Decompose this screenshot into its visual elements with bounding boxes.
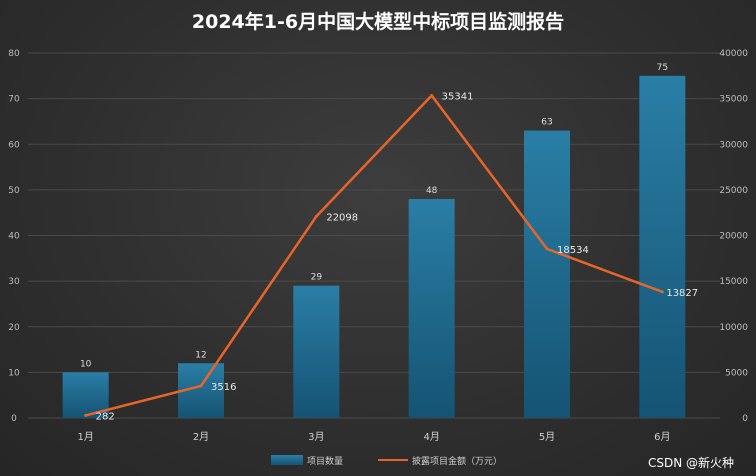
x-tick-label: 5月 (539, 431, 555, 443)
line-value-label: 35341 (442, 92, 474, 103)
right-tick-label: 40000 (719, 49, 748, 59)
line-value-label: 282 (96, 411, 115, 422)
right-tick-label: 25000 (719, 186, 748, 196)
line-point (660, 290, 664, 294)
line-value-label: 3516 (211, 382, 236, 393)
line-path (85, 94, 663, 417)
left-tick-label: 50 (8, 186, 20, 196)
bar-value-label: 63 (541, 118, 552, 128)
left-tick-label: 10 (8, 368, 20, 378)
x-tick-label: 2月 (193, 431, 209, 443)
line-series: 282 3516 22098 35341 18534 13827 (84, 92, 698, 422)
bar (293, 285, 340, 418)
bar (639, 75, 686, 418)
right-tick-label: 5000 (725, 368, 748, 378)
line-point (430, 94, 434, 98)
legend: 项目数量 披露项目金额（万元） (271, 455, 502, 467)
bar-series: 10 12 29 48 63 75 (62, 63, 686, 418)
bar (408, 199, 455, 418)
bar-value-label: 12 (195, 350, 206, 360)
right-tick-label: 10000 (719, 323, 748, 333)
legend-line-label: 披露项目金额（万元） (412, 455, 502, 467)
line-point (84, 413, 88, 417)
right-tick-label: 0 (742, 414, 748, 424)
x-tick-label: 4月 (423, 431, 439, 443)
left-tick-label: 30 (8, 277, 20, 287)
left-tick-label: 20 (8, 323, 20, 333)
bar-value-label: 48 (426, 186, 438, 196)
right-y-axis: 0 5000 10000 15000 20000 25000 30000 35000 40000 (719, 49, 748, 424)
left-y-axis: 0 10 20 30 40 50 60 70 80 (8, 49, 20, 424)
left-tick-label: 70 (8, 95, 20, 105)
legend-bar-label: 项目数量 (307, 455, 343, 467)
bar-value-label: 75 (657, 63, 668, 73)
x-axis: 1月 2月 3月 4月 5月 6月 (77, 431, 670, 443)
right-tick-label: 20000 (719, 232, 748, 242)
watermark: CSDN @新火种 (648, 455, 734, 470)
left-tick-label: 80 (8, 49, 20, 59)
line-value-label: 13827 (666, 288, 698, 299)
chart-title: 2024年1-6月中国大模型中标项目监测报告 (192, 10, 564, 33)
left-tick-label: 60 (8, 140, 20, 150)
legend-bar-swatch (271, 455, 303, 465)
left-tick-label: 40 (8, 232, 20, 242)
line-point (199, 384, 203, 388)
x-tick-label: 3月 (308, 431, 324, 443)
right-tick-label: 15000 (719, 277, 748, 287)
x-tick-label: 1月 (77, 431, 93, 443)
left-tick-label: 0 (11, 414, 17, 424)
line-value-label: 22098 (326, 212, 358, 223)
bar (524, 130, 570, 418)
x-tick-label: 6月 (654, 431, 670, 443)
line-value-label: 18534 (557, 245, 589, 256)
grid (28, 52, 720, 419)
right-tick-label: 30000 (719, 140, 748, 150)
right-tick-label: 35000 (719, 95, 748, 105)
bar-value-label: 29 (311, 273, 323, 283)
line-point (314, 214, 318, 218)
bar-value-label: 10 (80, 359, 92, 369)
line-point (545, 247, 549, 251)
